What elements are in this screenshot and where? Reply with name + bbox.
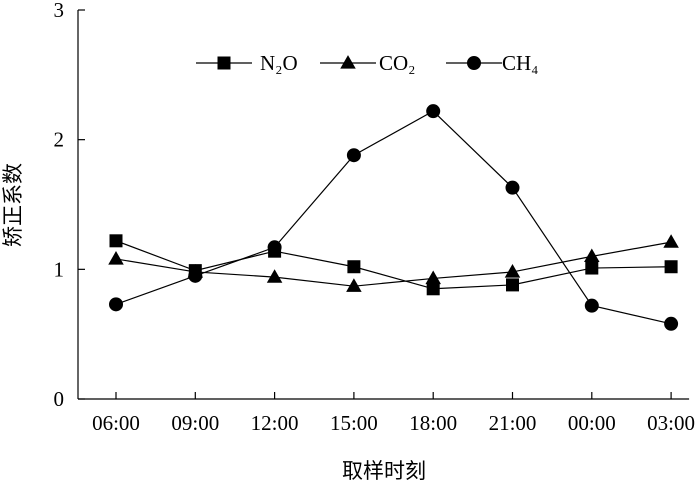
data-point xyxy=(346,278,362,292)
y-axis-title: 矫正系数 xyxy=(1,163,25,247)
x-tick-label: 21:00 xyxy=(489,411,537,435)
legend-marker xyxy=(467,56,481,70)
legend-label: CH₄ xyxy=(502,51,539,75)
data-point xyxy=(664,316,679,331)
legend-marker xyxy=(217,56,231,70)
data-point xyxy=(266,269,283,283)
legend-item: CO₂ xyxy=(320,51,416,75)
x-tick-label: 15:00 xyxy=(330,411,378,435)
data-point xyxy=(664,260,678,274)
y-tick-label: 3 xyxy=(54,0,65,22)
x-tick-label: 00:00 xyxy=(568,411,616,435)
data-point xyxy=(347,260,361,274)
series-circle xyxy=(109,104,679,331)
data-point xyxy=(505,180,520,195)
data-point xyxy=(585,261,599,275)
legend-label: N₂O xyxy=(260,51,298,75)
data-point xyxy=(425,270,441,285)
legend-marker xyxy=(340,55,356,69)
x-tick-label: 12:00 xyxy=(251,411,299,435)
data-point xyxy=(663,234,679,248)
y-tick-label: 1 xyxy=(54,257,65,281)
y-tick-label: 2 xyxy=(54,128,65,152)
data-point xyxy=(346,148,361,163)
series-layer xyxy=(108,104,679,331)
legend-label: CO₂ xyxy=(379,51,416,75)
data-point xyxy=(267,240,282,255)
x-tick-label: 09:00 xyxy=(171,411,219,435)
series-triangle xyxy=(108,234,679,292)
y-tick-label: 0 xyxy=(54,387,65,411)
x-axis-title: 取样时刻 xyxy=(342,459,426,483)
data-point xyxy=(108,251,124,265)
x-tick-label: 18:00 xyxy=(409,411,457,435)
series-line xyxy=(115,241,672,287)
data-point xyxy=(584,298,599,313)
data-point xyxy=(426,282,440,296)
data-point xyxy=(188,268,203,283)
data-point xyxy=(504,264,521,278)
legend-item: CH₄ xyxy=(446,51,539,75)
data-point xyxy=(109,234,123,248)
x-tick-label: 06:00 xyxy=(92,411,140,435)
x-tick-label: 03:00 xyxy=(647,411,695,435)
data-point xyxy=(506,278,519,292)
series-line xyxy=(115,240,672,290)
axes: 0 1 2 3 06:00 09:00 12:00 15:00 18:00 21:00 00:00 0… xyxy=(54,0,696,435)
data-point xyxy=(584,248,600,263)
legend: N₂O CO₂ CH₄ xyxy=(196,51,539,75)
data-point xyxy=(109,297,123,312)
data-point xyxy=(426,104,441,119)
series-line xyxy=(115,110,672,325)
legend-item: N₂O xyxy=(196,51,298,75)
